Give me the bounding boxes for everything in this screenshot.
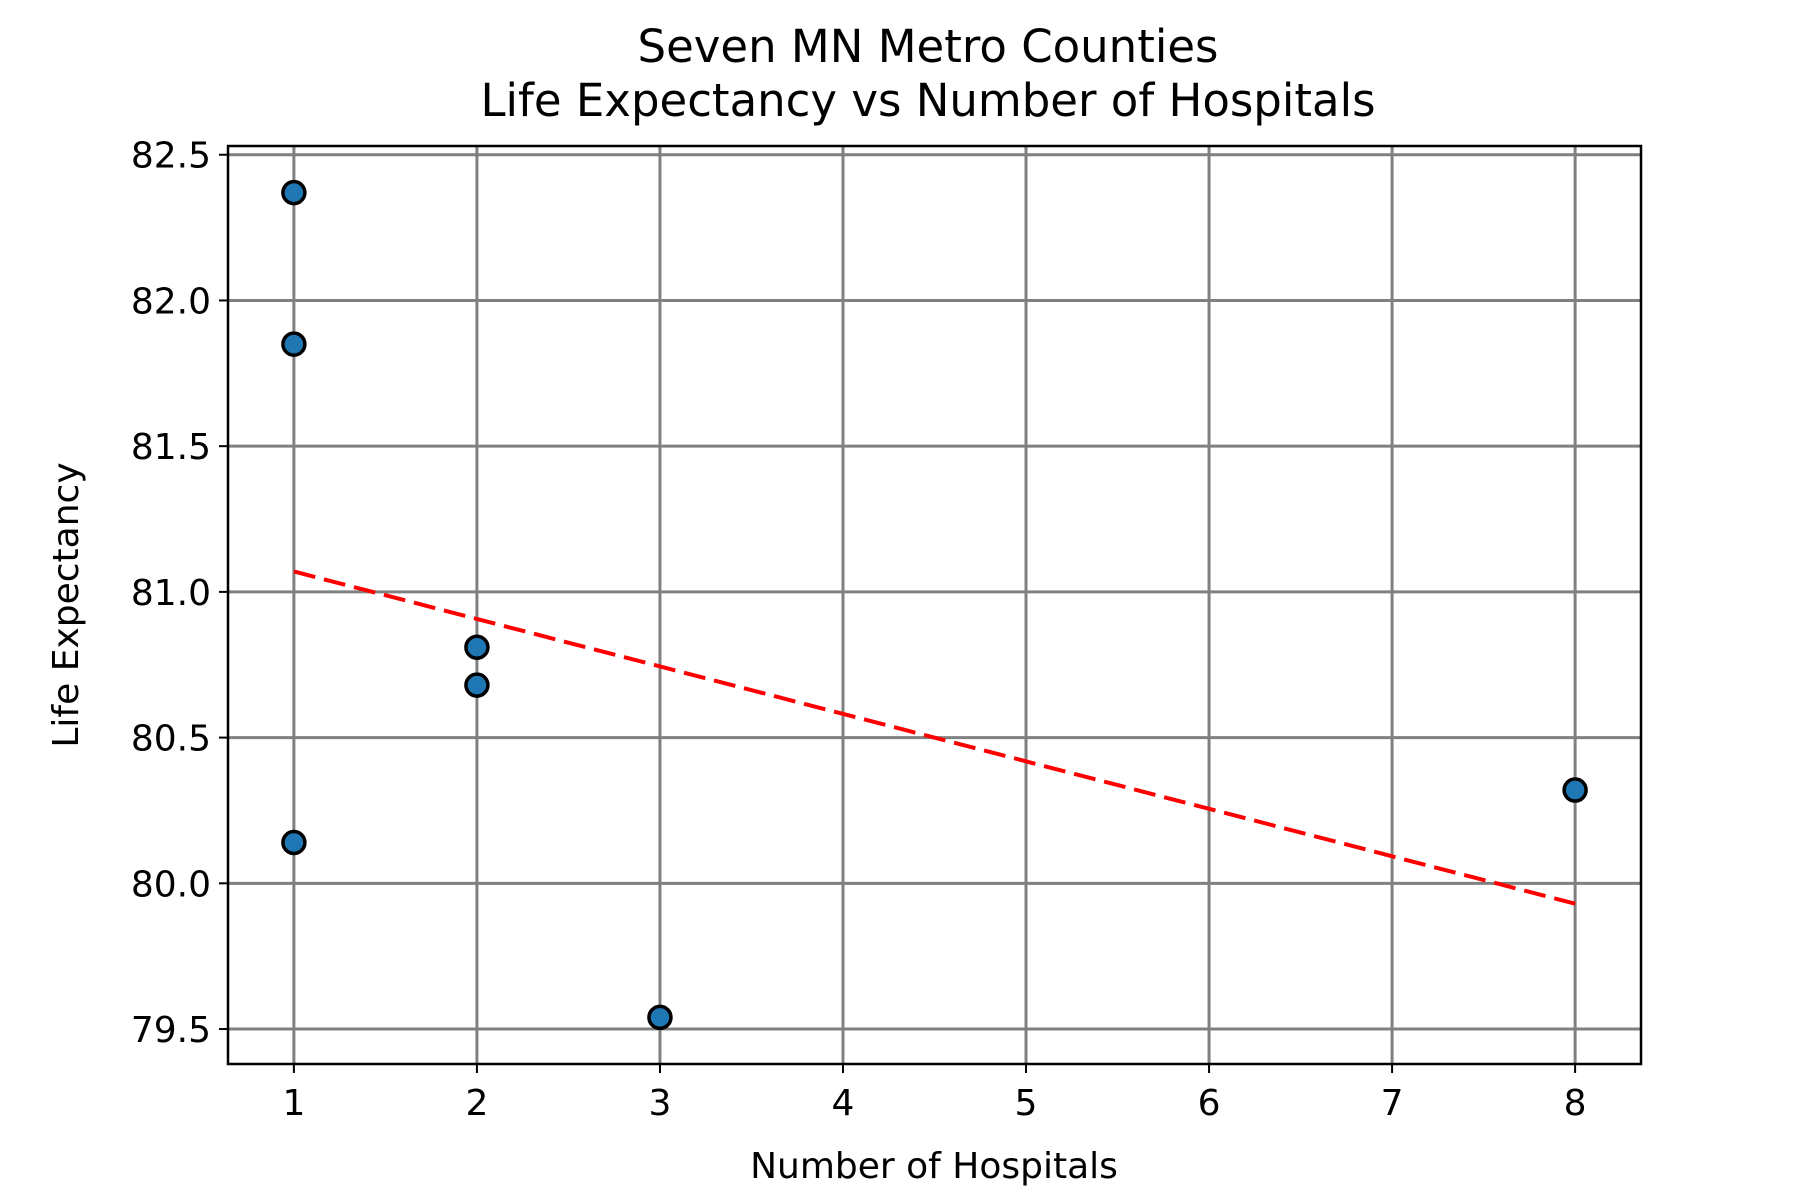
data-point (281, 179, 307, 206)
y-tick-label: 82.0 (131, 281, 211, 322)
x-tick-label: 7 (1381, 1083, 1404, 1124)
chart-title-line-1: Seven MN Metro Counties (638, 20, 1219, 73)
x-tick-label: 6 (1198, 1083, 1221, 1124)
y-tick-label: 81.5 (131, 427, 211, 468)
data-point (1562, 777, 1588, 803)
data-point (464, 672, 490, 698)
x-tick-label: 1 (282, 1083, 305, 1124)
x-tick-label: 4 (832, 1083, 855, 1124)
x-axis-ticks: 1 2 3 4 5 6 7 8 (282, 1064, 1587, 1124)
trendline (293, 569, 1576, 906)
y-tick-label: 80.0 (131, 864, 211, 905)
x-tick-label: 5 (1015, 1083, 1038, 1124)
x-axis-label: Number of Hospitals (750, 1146, 1118, 1187)
y-tick-label: 80.5 (131, 719, 211, 760)
y-tick-label: 81.0 (131, 573, 211, 614)
data-point (281, 829, 307, 856)
x-tick-label: 3 (649, 1083, 672, 1124)
x-tick-label: 8 (1564, 1083, 1587, 1124)
trendline-layer (293, 569, 1576, 906)
data-point (647, 1004, 673, 1031)
y-axis-label: Life Expectancy (46, 462, 87, 747)
data-point (464, 634, 490, 661)
y-tick-label: 79.5 (131, 1010, 211, 1051)
x-tick-label: 2 (465, 1083, 488, 1124)
chart-title-line-2: Life Expectancy vs Number of Hospitals (480, 74, 1375, 127)
points-layer (281, 179, 1588, 1031)
y-axis-ticks: 79.5 80.0 80.5 81.0 81.5 82.0 82.5 (131, 136, 228, 1051)
y-tick-label: 82.5 (131, 136, 211, 177)
plot-frame (226, 144, 1643, 1066)
grid (228, 146, 1641, 1064)
data-point (281, 331, 307, 357)
